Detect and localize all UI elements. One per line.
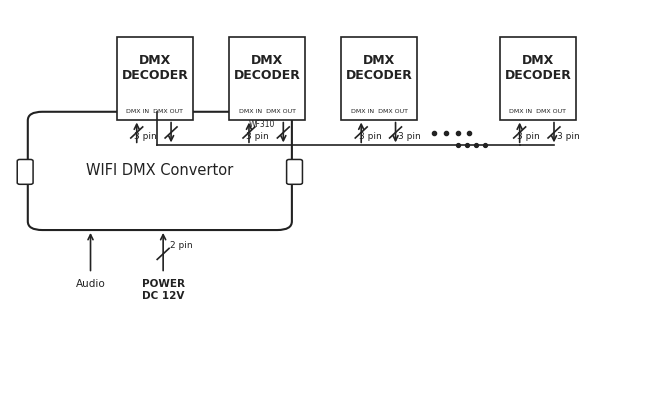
Text: DMX
DECODER: DMX DECODER (505, 54, 572, 82)
Text: WIFI DMX Convertor: WIFI DMX Convertor (86, 164, 233, 178)
Text: WF310: WF310 (249, 119, 275, 129)
Text: DMX IN  DMX OUT: DMX IN DMX OUT (239, 109, 296, 114)
Text: DMX
DECODER: DMX DECODER (233, 54, 300, 82)
Text: DMX IN  DMX OUT: DMX IN DMX OUT (351, 109, 408, 114)
Text: POWER
DC 12V: POWER DC 12V (142, 279, 184, 301)
Text: 3 pin: 3 pin (359, 132, 381, 141)
Text: Audio: Audio (76, 279, 105, 289)
Text: DMX IN  DMX OUT: DMX IN DMX OUT (509, 109, 566, 114)
Text: 3 pin: 3 pin (557, 132, 579, 141)
Text: 3 pin: 3 pin (398, 132, 421, 141)
FancyBboxPatch shape (28, 112, 292, 230)
FancyBboxPatch shape (286, 160, 302, 184)
FancyBboxPatch shape (17, 160, 33, 184)
Text: DMX IN  DMX OUT: DMX IN DMX OUT (127, 109, 184, 114)
Text: 3 pin: 3 pin (517, 132, 540, 141)
Bar (341, 37, 417, 119)
Bar (500, 37, 575, 119)
Text: 3 pin: 3 pin (247, 132, 269, 141)
Bar (117, 37, 193, 119)
Text: DMX
DECODER: DMX DECODER (121, 54, 188, 82)
Text: DMX
DECODER: DMX DECODER (346, 54, 413, 82)
Text: 3 pin: 3 pin (134, 132, 157, 141)
Bar (229, 37, 305, 119)
Text: 2 pin: 2 pin (170, 241, 192, 250)
